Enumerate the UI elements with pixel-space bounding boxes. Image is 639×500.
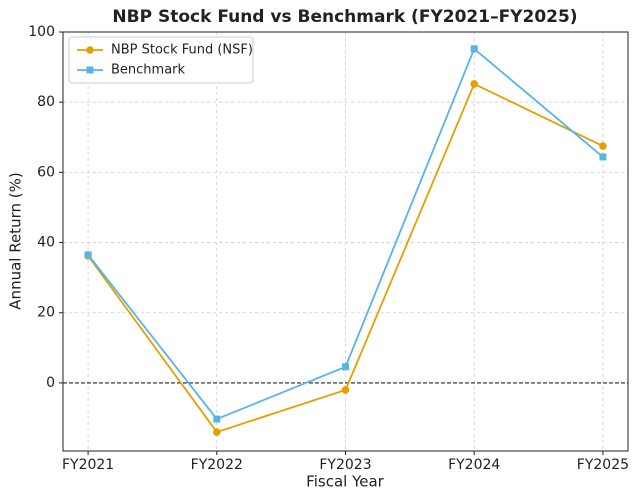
y-tick-label: 100: [28, 24, 55, 40]
y-tick-label: 20: [37, 305, 55, 321]
x-tick-label: FY2022: [191, 457, 243, 473]
y-tick-label: 80: [37, 94, 55, 110]
chart-title: NBP Stock Fund vs Benchmark (FY2021–FY20…: [112, 7, 577, 27]
y-axis-label: Annual Return (%): [7, 172, 25, 309]
x-tick-label: FY2023: [319, 457, 371, 473]
data-point: [470, 45, 478, 53]
y-tick-label: 40: [37, 235, 55, 251]
data-point: [86, 66, 94, 74]
data-point: [470, 80, 479, 88]
x-axis-label: Fiscal Year: [306, 473, 384, 491]
data-point: [84, 251, 92, 259]
data-point: [212, 428, 221, 436]
data-point: [599, 142, 607, 150]
y-tick-label: 60: [37, 164, 55, 180]
y-tick-label: 0: [46, 375, 55, 391]
data-point: [342, 363, 349, 371]
legend-label: Benchmark: [111, 63, 186, 78]
legend-label: NBP Stock Fund (NSF): [111, 43, 253, 58]
data-point: [341, 386, 350, 394]
x-tick-label: FY2025: [577, 457, 629, 473]
data-point: [86, 46, 94, 54]
x-tick-label: FY2024: [448, 457, 500, 473]
x-tick-label: FY2021: [62, 457, 114, 473]
plot-frame: [62, 31, 629, 452]
legend-box: [68, 36, 254, 84]
data-point: [213, 415, 221, 423]
data-point: [599, 153, 607, 161]
